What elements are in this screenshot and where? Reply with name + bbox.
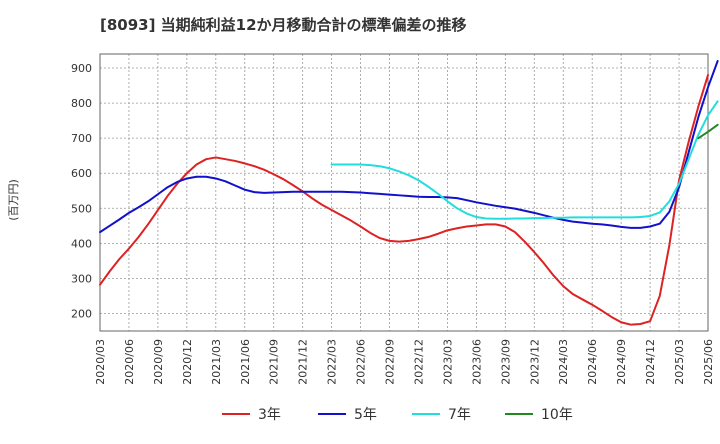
y-tick-label: 600 [71, 167, 92, 180]
legend-label: 5年 [354, 407, 377, 423]
x-tick-label: 2024/09 [615, 339, 628, 385]
y-axis-label: (百万円) [7, 179, 20, 221]
grid-layer [100, 54, 708, 331]
x-tick-label: 2023/12 [528, 339, 541, 385]
x-tick-label: 2024/12 [644, 339, 657, 385]
x-tick-label: 2021/09 [268, 339, 281, 385]
x-tick-label: 2023/06 [470, 339, 483, 385]
x-tick-label: 2023/03 [441, 339, 454, 385]
chart-title: [8093] 当期純利益12か月移動合計の標準偏差の推移 [100, 16, 467, 34]
x-tick-label: 2024/06 [586, 339, 599, 385]
y-tick-labels: 200 300 400 500 600 700 800 900 [71, 62, 92, 320]
y-tick-label: 800 [71, 97, 92, 110]
series-layer [99, 60, 719, 326]
series-line-0 [99, 74, 709, 326]
x-tick-label: 2023/09 [499, 339, 512, 385]
x-tick-label: 2021/03 [210, 339, 223, 385]
plot-frame [99, 53, 709, 332]
x-tick-label: 2021/12 [297, 339, 310, 385]
series-line-2 [330, 100, 719, 220]
x-tick-label: 2025/06 [702, 339, 715, 385]
x-tick-label: 2020/09 [152, 339, 165, 385]
y-tick-label: 700 [71, 132, 92, 145]
x-tick-label: 2021/06 [239, 339, 252, 385]
legend-label: 3年 [258, 407, 281, 423]
x-tick-label: 2022/09 [384, 339, 397, 385]
x-tick-label: 2025/03 [673, 339, 686, 385]
x-tick-label: 2022/12 [412, 339, 425, 385]
series-line-3 [697, 123, 719, 140]
series-line-1 [99, 60, 719, 234]
y-tick-label: 200 [71, 307, 92, 320]
y-tick-label: 500 [71, 202, 92, 215]
x-tick-label: 2020/12 [181, 339, 194, 385]
y-tick-label: 300 [71, 272, 92, 285]
y-tick-label: 400 [71, 237, 92, 250]
x-tick-label: 2020/06 [123, 339, 136, 385]
legend: 3年 5年 7年 10年 [222, 407, 573, 423]
legend-label: 10年 [541, 407, 573, 423]
x-tick-label: 2022/03 [326, 339, 339, 385]
y-tick-label: 900 [71, 62, 92, 75]
legend-label: 7年 [448, 407, 471, 423]
x-tick-labels: 2020/03 2020/06 2020/09 2020/12 2021/03 2021/… [94, 339, 715, 385]
x-tick-label: 2024/03 [557, 339, 570, 385]
x-tick-label: 2022/06 [355, 339, 368, 385]
x-tick-label: 2020/03 [94, 339, 107, 385]
